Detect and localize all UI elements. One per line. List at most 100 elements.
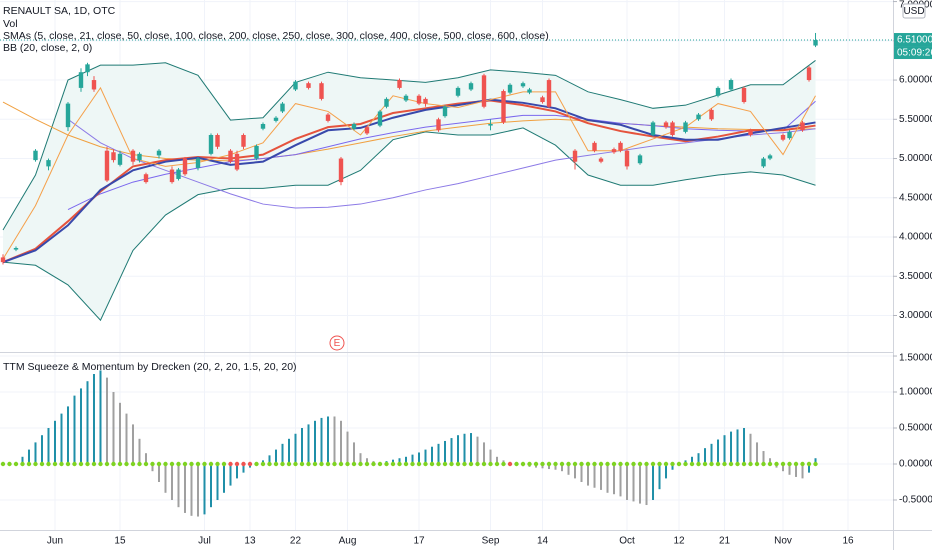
momentum-bar [73,395,76,464]
candle-body [325,114,331,121]
candle-body [91,80,97,90]
momentum-bar [567,463,570,475]
squeeze-off-dot [176,461,181,467]
squeeze-off-dot [163,461,168,467]
momentum-bar [691,456,694,464]
candle-body [715,87,721,96]
squeeze-off-dot [462,461,467,467]
squeeze-off-dot [299,461,305,467]
candle-body [0,257,6,263]
x-tick-label: 22 [290,536,302,547]
squeeze-off-dot [709,461,714,467]
x-tick-label: Jul [198,536,211,547]
candle-body [13,248,19,250]
squeeze-off-dot [7,461,12,467]
squeeze-off-dot [59,461,64,467]
squeeze-off-dot [520,461,526,467]
squeeze-off-dot [20,461,25,467]
squeeze-off-dot [780,461,786,467]
momentum-bar [723,435,726,464]
momentum-bar [652,463,655,500]
squeeze-off-dot [774,461,779,467]
x-tick-label: Nov [774,536,792,547]
candle-body [260,124,266,129]
momentum-bar [294,433,297,464]
candle-body [254,145,259,159]
squeeze-off-dot [754,461,760,467]
candle-body [787,131,792,139]
squeeze-off-dot [598,461,604,467]
squeeze-off-dot [85,461,90,467]
candle-body [117,153,123,165]
plot [0,32,893,517]
candle-body [273,117,279,121]
candle-body [520,83,526,87]
momentum-bar [457,435,460,464]
candle-body [241,134,246,147]
countdown: 05:09:26 [897,48,932,59]
momentum-bar [632,463,635,502]
candle-body [670,122,675,135]
x-tick-label: 14 [537,536,549,547]
earnings-marker[interactable]: E [334,338,341,349]
squeeze-off-dot [741,461,747,467]
squeeze-off-dot [26,461,32,467]
squeeze-off-dot [384,461,389,467]
squeeze-off-dot [111,461,116,467]
squeeze-off-dot [33,461,38,467]
x-tick-label: 13 [244,536,256,547]
momentum-bar [125,413,128,464]
squeeze-off-dot [273,461,279,467]
momentum-bar [301,428,304,464]
squeeze-off-dot [618,461,623,467]
squeeze-off-dot [267,461,272,467]
squeeze-off-dot [286,461,292,467]
momentum-bar [626,463,629,500]
sma-line [67,118,816,209]
candle-body [780,134,786,140]
squeeze-off-dot [117,461,123,467]
squeeze-off-dot [130,461,136,467]
squeeze-off-dot [390,461,396,467]
squeeze-off-dot [533,461,539,467]
squeeze-off-dot [644,461,649,467]
currency-box[interactable] [902,3,926,19]
momentum-bar [346,431,349,464]
sma-line [67,100,816,211]
momentum-bar [470,433,473,464]
squeeze-off-dot [182,461,188,467]
earnings-badge[interactable] [329,335,345,351]
momentum-bar [66,406,69,464]
squeeze-off-dot [137,461,142,467]
squeeze-off-dot [0,461,6,467]
squeeze-off-dot [514,461,519,467]
momentum-bar [697,453,700,464]
momentum-bar [665,463,668,479]
candle-body [130,150,136,162]
momentum-bar [274,449,277,464]
x-tick-label: Oct [619,536,635,547]
candle-body [280,103,285,112]
candle-body [234,153,240,170]
squeeze-off-dot [156,461,162,467]
momentum-bar [424,449,427,464]
squeeze-on-dot [247,461,253,467]
candle-body [598,158,604,162]
momentum-bar [177,463,180,508]
momentum-bar [268,455,271,464]
y-tick-label: -0.500000 [899,495,932,506]
momentum-bar [366,458,369,464]
squeeze-off-dot [546,461,552,467]
squeeze-off-dot [527,461,532,467]
candle-body [618,142,623,151]
candle-body [423,98,428,104]
squeeze-off-dot [670,461,675,467]
momentum-bar [489,449,492,464]
squeeze-off-dot [650,461,656,467]
momentum-bar [645,463,648,506]
momentum-bar [235,463,238,479]
squeeze-off-dot [787,461,792,467]
candle-body [728,80,734,90]
currency[interactable]: USD [903,6,924,17]
